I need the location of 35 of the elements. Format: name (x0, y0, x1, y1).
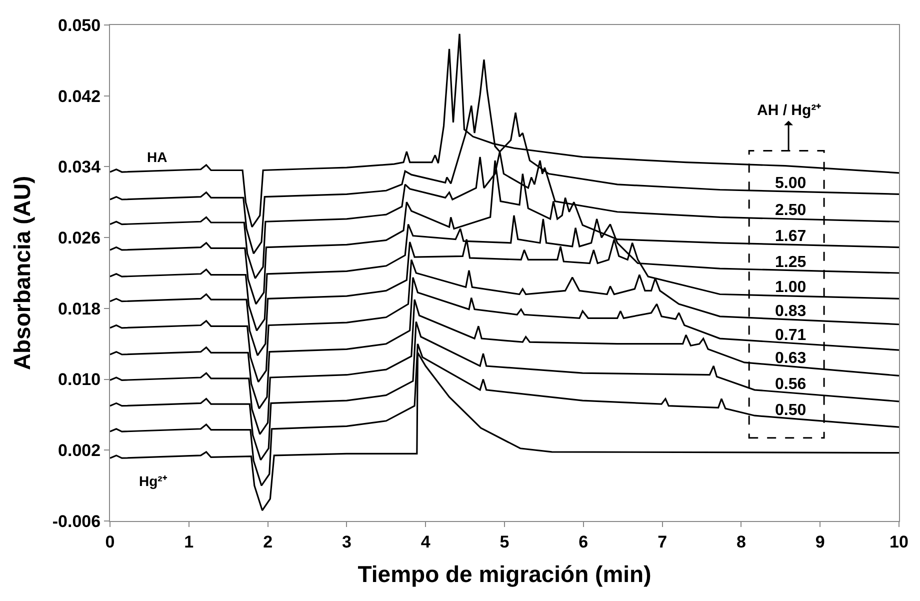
series-label: 0.56 (775, 376, 806, 393)
x-tick-label: 2 (263, 532, 273, 552)
series-label: Hg²⁺ (139, 473, 168, 489)
series-label: 1.67 (775, 228, 806, 245)
y-tick-label: 0.042 (58, 86, 101, 106)
arrow-up: AH / Hg²⁺ (757, 102, 822, 151)
x-tick-label: 0 (105, 532, 115, 552)
y-axis-title: Absorbancia (AU) (8, 176, 35, 370)
legend-title: AH / Hg²⁺ (757, 102, 822, 119)
y-tick-label: 0.034 (58, 158, 102, 177)
series-label: 0.83 (775, 303, 806, 320)
series-label: HA (147, 149, 168, 165)
x-tick-label: 6 (578, 532, 588, 552)
x-tick-label: 9 (815, 532, 825, 552)
series-label: 0.50 (775, 402, 806, 419)
series-label: 2.50 (775, 202, 806, 219)
y-tick-label: -0.006 (52, 512, 101, 531)
y-tick-label: 0.026 (58, 228, 101, 248)
x-tick-label: 4 (420, 532, 431, 552)
y-tick-label: 0.002 (58, 441, 101, 460)
series-label: 5.00 (775, 175, 806, 192)
x-tick-label: 7 (658, 532, 668, 552)
y-tick-label: 0.050 (58, 16, 101, 35)
x-tick-label: 3 (342, 532, 352, 552)
series-label: 1.25 (775, 254, 806, 271)
x-tick-label: 5 (500, 532, 510, 552)
series-label: 1.00 (775, 279, 806, 296)
x-tick-label: 1 (184, 532, 194, 552)
x-tick-label: 10 (890, 532, 908, 552)
series-label: 0.63 (775, 350, 806, 367)
y-tick-label: 0.010 (58, 370, 101, 390)
x-axis-title: Tiempo de migración (min) (358, 561, 652, 587)
x-tick-label: 8 (736, 532, 746, 552)
y-tick-label: 0.018 (58, 299, 101, 318)
series-label: 0.71 (775, 327, 806, 344)
